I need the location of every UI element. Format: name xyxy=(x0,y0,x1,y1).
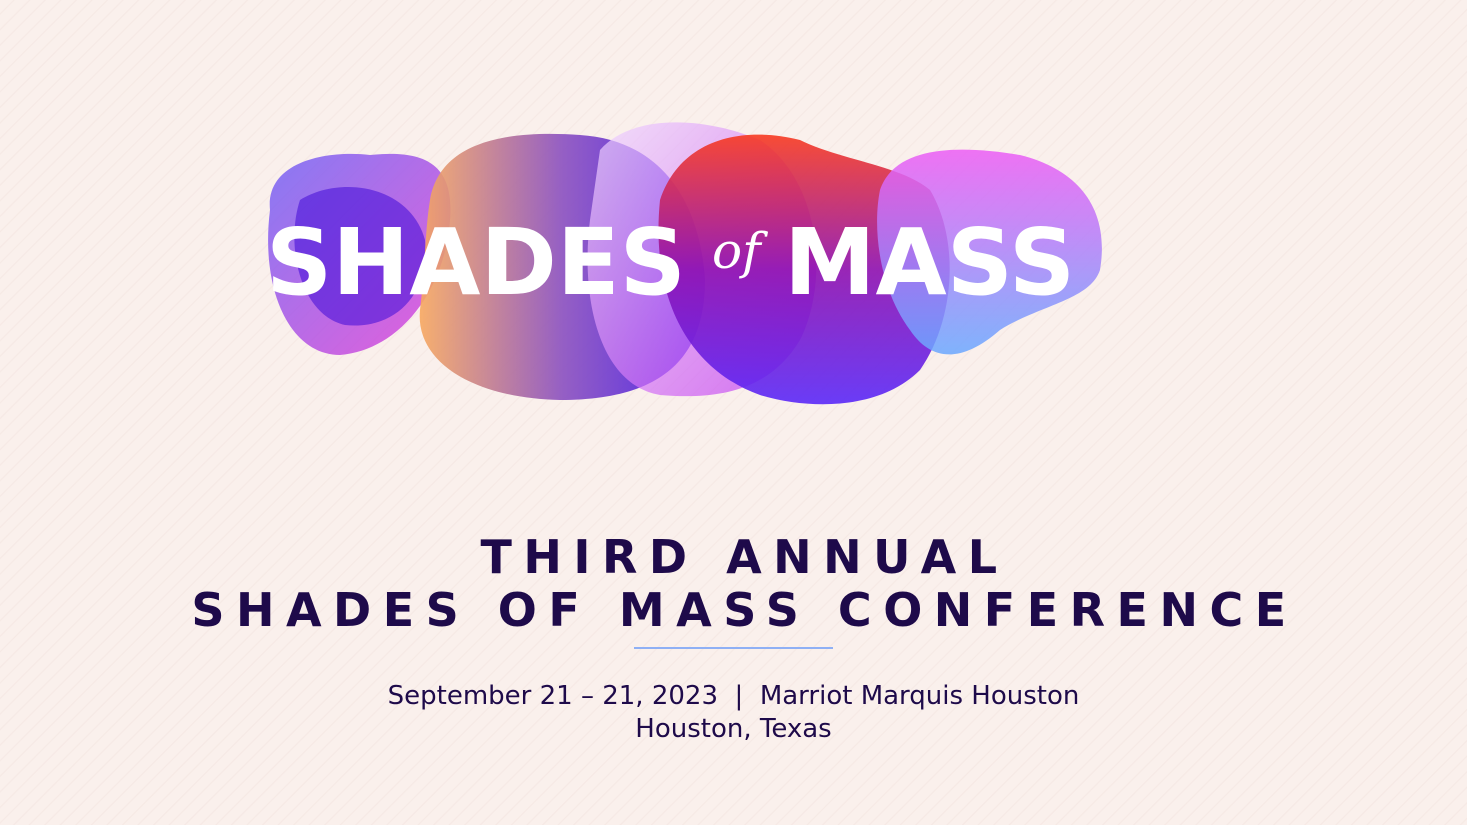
heading-line-1: THIRD ANNUAL xyxy=(480,530,1009,584)
color-blobs xyxy=(268,122,1102,405)
blob-left-inner xyxy=(294,187,426,326)
blob-right xyxy=(877,149,1102,355)
event-location: Houston, Texas xyxy=(635,714,832,744)
logo-word-mass: MASS xyxy=(784,209,1075,316)
divider xyxy=(634,647,833,649)
event-date-venue: September 21 – 21, 2023 | Marriot Marqui… xyxy=(387,681,1080,711)
logo-word-of: of xyxy=(712,222,768,280)
heading-line-2: SHADES OF MASS CONFERENCE xyxy=(191,583,1298,637)
blob-center-right xyxy=(658,134,950,405)
shades-of-mass-logo: SHADES of MASS xyxy=(266,122,1102,405)
logo-word-shades: SHADES xyxy=(266,209,686,316)
